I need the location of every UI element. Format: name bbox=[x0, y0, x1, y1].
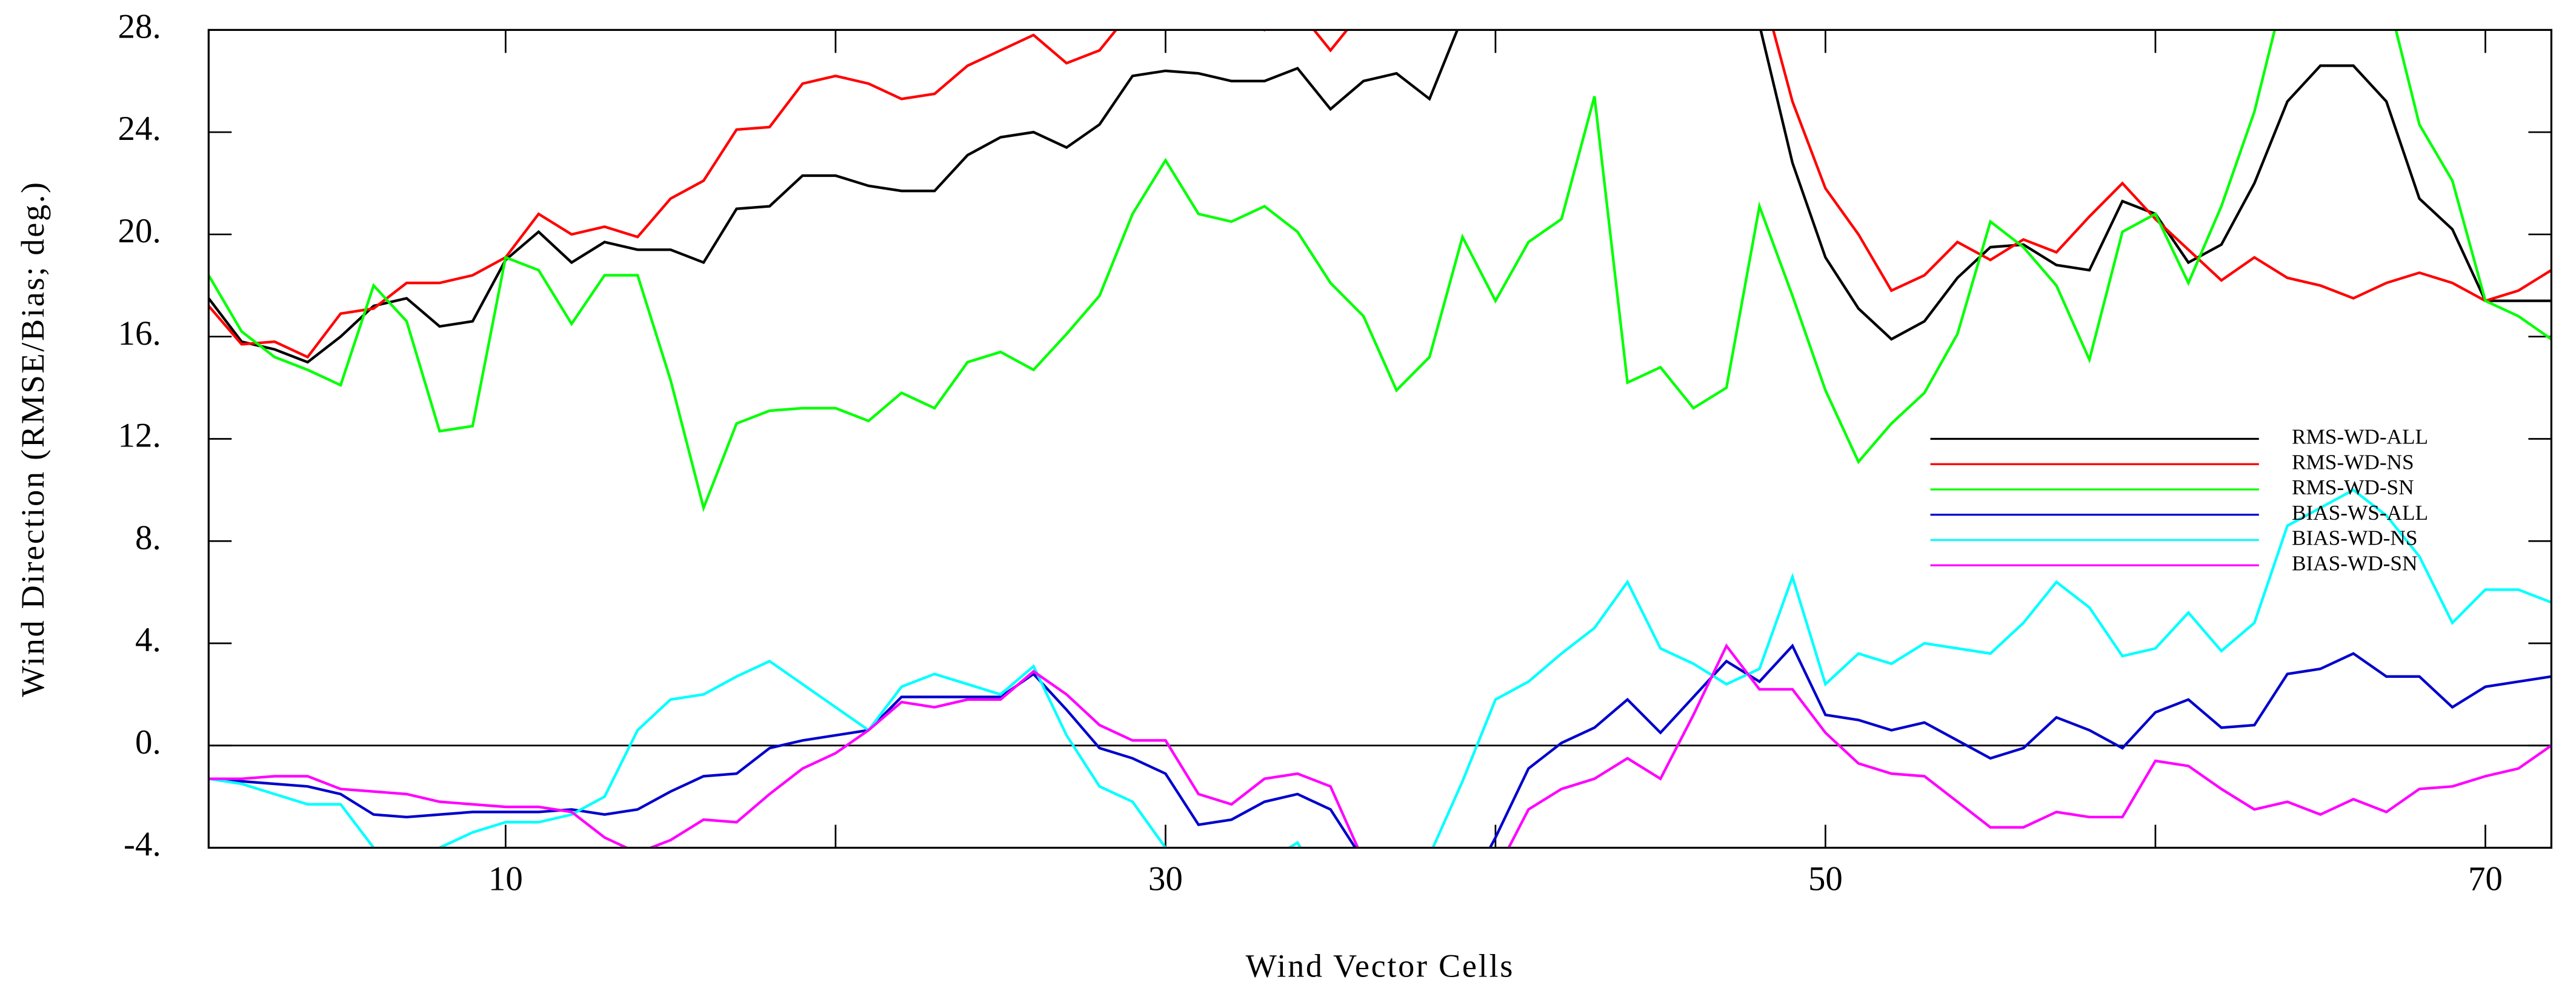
legend: RMS-WD-ALLRMS-WD-NSRMS-WD-SNBIAS-WS-ALLB… bbox=[1930, 425, 2428, 575]
series-layer bbox=[208, 30, 2552, 848]
y-tick-label: -4. bbox=[124, 826, 161, 864]
series-line bbox=[208, 30, 2552, 512]
legend-label: RMS-WD-ALL bbox=[2292, 425, 2428, 449]
legend-label: BIAS-WD-SN bbox=[2292, 551, 2417, 575]
y-tick-label: 20. bbox=[118, 212, 161, 250]
y-tick-label: 16. bbox=[118, 314, 161, 353]
x-tick-label: 50 bbox=[1808, 860, 1843, 898]
y-tick-label: 24. bbox=[118, 110, 161, 148]
series-line bbox=[208, 488, 2552, 848]
legend-label: RMS-WD-NS bbox=[2292, 450, 2414, 474]
y-axis-title: Wind Direction (RMSE/Bias; deg.) bbox=[15, 181, 51, 697]
x-axis-title: Wind Vector Cells bbox=[1246, 948, 1514, 984]
plot-frame bbox=[207, 28, 2552, 849]
legend-label: BIAS-WD-NS bbox=[2292, 526, 2417, 550]
legend-label: BIAS-WS-ALL bbox=[2292, 501, 2428, 525]
series-line bbox=[208, 643, 2552, 848]
y-tick-label: 12. bbox=[118, 417, 161, 455]
axes-layer bbox=[208, 29, 2552, 849]
y-tick-label: 28. bbox=[118, 7, 161, 45]
x-tick-label: 70 bbox=[2468, 860, 2503, 898]
x-tick-label: 10 bbox=[488, 860, 523, 898]
y-tick-label: 4. bbox=[135, 621, 161, 659]
label-layer: -4. 0. 4. 8. 12. 16. 20. 24. 28. 10 30 50 70 bbox=[118, 7, 2503, 898]
y-tick-label: 0. bbox=[135, 723, 161, 761]
legend-label: RMS-WD-SN bbox=[2292, 476, 2414, 499]
series-line bbox=[208, 643, 2552, 848]
x-tick-label: 30 bbox=[1148, 860, 1183, 898]
y-tick-label: 8. bbox=[135, 519, 161, 557]
series-line bbox=[208, 30, 2552, 364]
